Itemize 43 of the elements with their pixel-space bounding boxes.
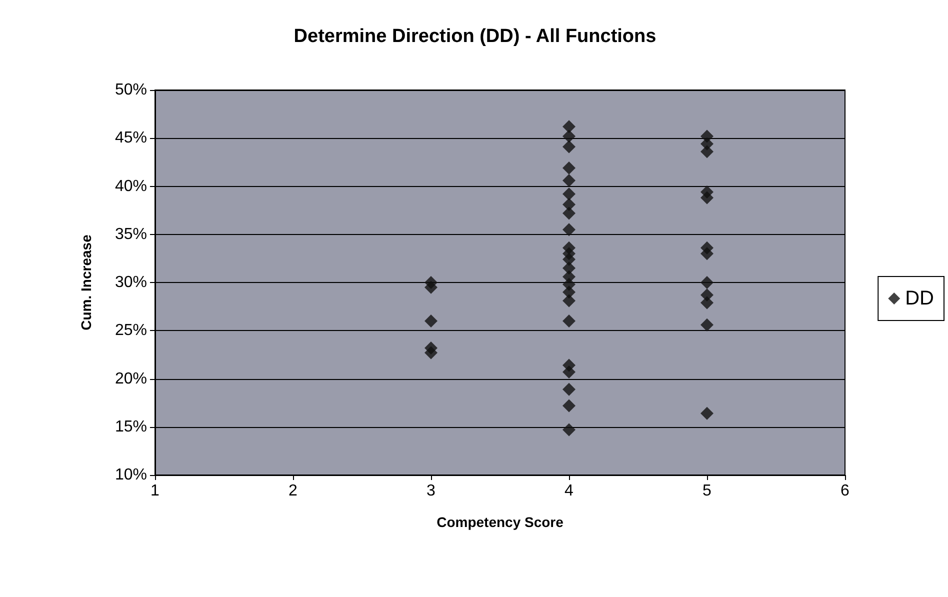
- y-tick-label: 20%: [114, 370, 147, 388]
- x-tick-label: 4: [564, 482, 574, 500]
- point: [424, 280, 438, 294]
- y-tick-label: 10%: [114, 466, 147, 484]
- x-tick-label: 6: [840, 482, 850, 500]
- point: [700, 406, 714, 420]
- y-tick-label: 15%: [114, 418, 147, 436]
- point: [700, 247, 714, 260]
- x-tick-label: 1: [150, 482, 160, 500]
- y-tick-label: 45%: [114, 130, 147, 147]
- point: [562, 399, 576, 412]
- point: [700, 318, 714, 332]
- point: [562, 223, 576, 236]
- x-axis-title: Competency Score: [436, 514, 564, 530]
- point: [562, 187, 576, 200]
- y-tick-label: 30%: [114, 274, 147, 291]
- point: [700, 145, 714, 158]
- x-tick-label: 2: [288, 482, 298, 500]
- x-tick-label: 3: [426, 482, 436, 500]
- y-tick-label: 25%: [114, 322, 147, 340]
- legend-label: DD: [905, 288, 934, 310]
- point: [562, 174, 576, 187]
- point: [700, 296, 714, 310]
- point: [700, 276, 714, 289]
- y-tick-label: 35%: [114, 226, 147, 243]
- point: [562, 423, 576, 436]
- point: [562, 314, 576, 328]
- y-axis-title: Cum. Increase: [78, 234, 94, 330]
- point: [562, 366, 576, 379]
- y-tick-label: 50%: [114, 82, 147, 98]
- point: [562, 161, 576, 174]
- point: [562, 206, 576, 220]
- point: [562, 294, 576, 308]
- x-tick-label: 5: [702, 482, 712, 500]
- point: [562, 140, 576, 154]
- y-tick-label: 40%: [114, 178, 147, 195]
- point: [424, 346, 438, 360]
- chart-title: Determine Direction (DD) - All Functions: [294, 26, 656, 47]
- point: [424, 314, 438, 328]
- point: [700, 191, 714, 204]
- point: [562, 382, 576, 396]
- point: [562, 120, 576, 134]
- point: [562, 130, 576, 143]
